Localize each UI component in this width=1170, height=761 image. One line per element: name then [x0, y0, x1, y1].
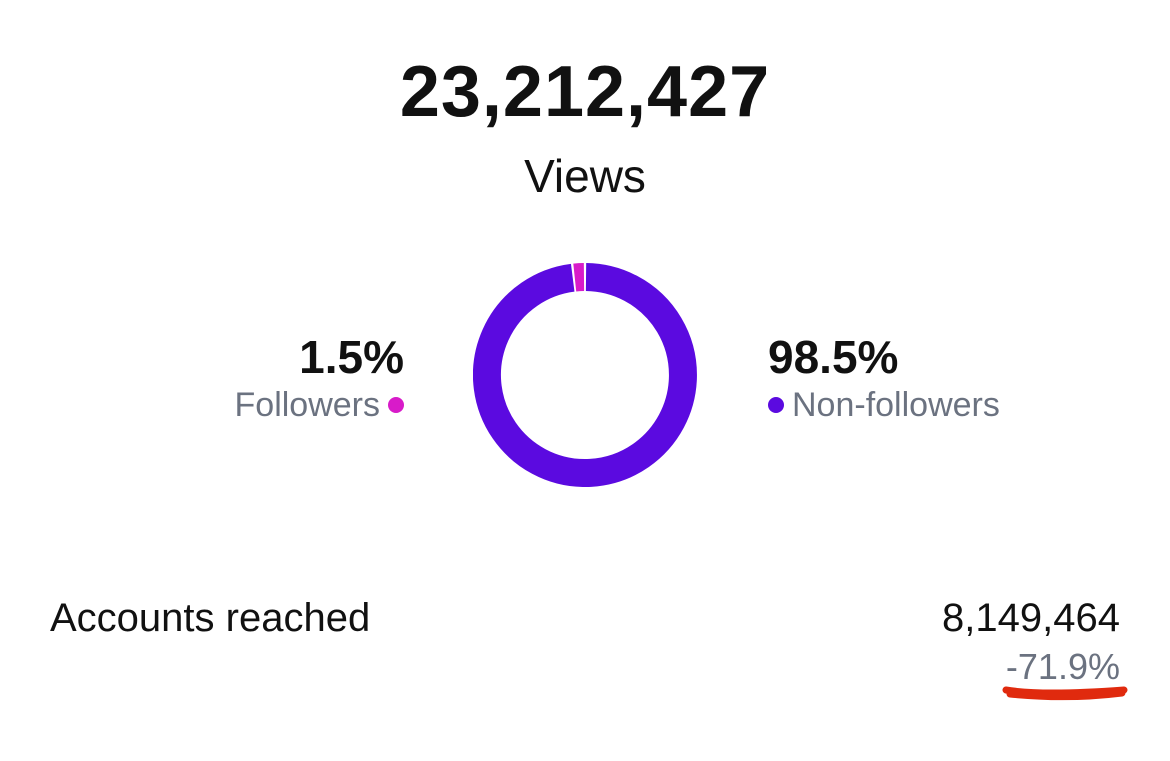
donut-svg [473, 263, 697, 487]
followers-dot-icon [388, 397, 404, 413]
accounts-reached-label: Accounts reached [50, 596, 371, 640]
audience-donut-chart [473, 263, 697, 487]
non-followers-percent: 98.5% [768, 331, 899, 383]
non-followers-dot-icon [768, 397, 784, 413]
non-followers-segment [473, 263, 697, 487]
followers-segment [573, 263, 585, 292]
followers-legend: 1.5% Followers [235, 330, 404, 426]
non-followers-label: Non-followers [792, 386, 1000, 424]
views-count: 23,212,427 [399, 52, 771, 132]
non-followers-legend-row: Non-followers [768, 384, 1000, 426]
handdrawn-underline-mark [1002, 686, 1128, 701]
followers-legend-row: Followers [235, 384, 404, 426]
followers-label: Followers [234, 386, 380, 424]
views-label: Views [524, 150, 646, 202]
accounts-reached-value: 8,149,464 [942, 596, 1120, 640]
non-followers-legend: 98.5% Non-followers [768, 330, 1000, 426]
followers-percent: 1.5% [299, 331, 404, 383]
accounts-reached-change: -71.9% [1005, 646, 1120, 687]
